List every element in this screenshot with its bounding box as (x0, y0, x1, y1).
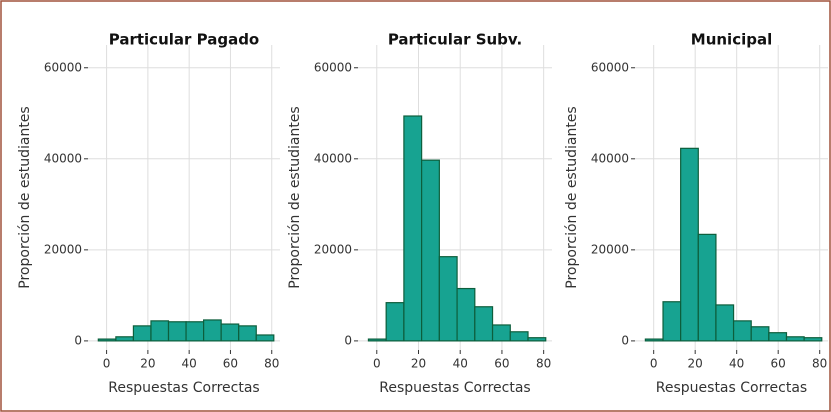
x-tick-label: 0 (103, 357, 111, 371)
y-axis-label: Proporción de estudiantes (564, 106, 580, 288)
x-tick-label: 80 (812, 357, 827, 371)
bar (456, 287, 476, 342)
x-axis-label: Respuestas Correctas (379, 380, 530, 396)
x-tick-label: 40 (729, 357, 744, 371)
bar (527, 337, 547, 342)
bar (203, 319, 222, 342)
x-tick-label: 0 (373, 357, 381, 371)
panel-title: Municipal (691, 31, 772, 49)
y-axis-label: Proporción de estudiantes (17, 106, 33, 288)
y-tick-label: 0 (621, 333, 629, 347)
bar (385, 302, 405, 342)
x-tick-label: 20 (140, 357, 155, 371)
x-tick-label: 60 (771, 357, 786, 371)
bar (491, 324, 511, 342)
bar (715, 304, 735, 342)
bar (662, 301, 682, 342)
x-tick-label: 0 (650, 357, 658, 371)
bar (97, 338, 117, 342)
bar (697, 233, 717, 342)
x-tick-label: 40 (182, 357, 197, 371)
bar (220, 323, 240, 342)
bar (403, 115, 423, 342)
bar (732, 320, 752, 342)
y-tick-label: 40000 (314, 151, 352, 165)
x-tick-label: 40 (453, 357, 468, 371)
bar (438, 256, 458, 342)
bar (238, 325, 257, 342)
bar (367, 338, 387, 342)
y-tick-label: 0 (74, 333, 82, 347)
x-axis-label: Respuestas Correctas (656, 380, 807, 396)
y-axis-label: Proporción de estudiantes (287, 106, 303, 288)
bar (421, 159, 440, 342)
y-tick-label: 60000 (591, 60, 629, 74)
bar (680, 147, 699, 342)
y-tick-label: 0 (344, 333, 352, 347)
bar (509, 331, 529, 342)
bar (750, 326, 770, 342)
y-tick-label: 40000 (44, 151, 82, 165)
bar (115, 336, 135, 342)
panel-title: Particular Pagado (109, 31, 260, 49)
bar (644, 338, 664, 342)
x-tick-label: 80 (264, 357, 279, 371)
bar (785, 336, 805, 342)
x-tick-label: 20 (688, 357, 703, 371)
bar (150, 320, 170, 342)
y-tick-label: 20000 (44, 242, 82, 256)
panel-title: Particular Subv. (388, 31, 522, 49)
bar (185, 321, 205, 342)
bar (803, 337, 823, 342)
bar (167, 321, 187, 342)
bar (255, 334, 275, 342)
y-tick-label: 40000 (591, 151, 629, 165)
bar (132, 325, 152, 342)
x-tick-label: 80 (536, 357, 551, 371)
y-tick-label: 60000 (44, 60, 82, 74)
x-tick-label: 20 (411, 357, 426, 371)
x-tick-label: 60 (494, 357, 509, 371)
y-tick-label: 20000 (314, 242, 352, 256)
y-tick-label: 20000 (591, 242, 629, 256)
y-tick-label: 60000 (314, 60, 352, 74)
x-axis-label: Respuestas Correctas (108, 380, 259, 396)
x-tick-label: 60 (223, 357, 238, 371)
bar (768, 332, 788, 342)
bar (474, 306, 494, 342)
